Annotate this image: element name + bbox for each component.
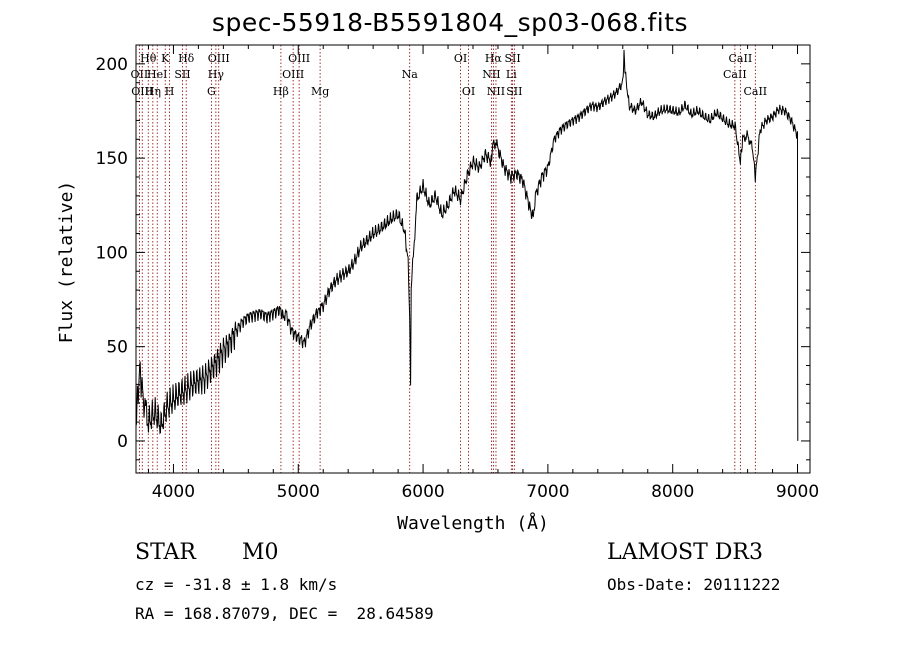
line-marker-label: H (165, 85, 175, 98)
obs-date: Obs-Date: 20111222 (607, 575, 781, 594)
y-tick-label: 100 (96, 243, 128, 263)
line-marker-label: CaII (723, 68, 747, 81)
object-subclass: M0 (242, 540, 279, 565)
line-marker-label: Hα (485, 52, 503, 65)
line-marker-label: CaII (743, 85, 767, 98)
chart-title: spec-55918-B5591804_sp03-068.fits (211, 8, 689, 37)
line-marker-label: OIII (282, 68, 304, 81)
line-marker-label: Hβ (273, 85, 289, 98)
y-tick-label: 200 (96, 55, 128, 75)
line-marker-label: Hδ (178, 52, 195, 65)
line-marker-label: OIII (208, 52, 230, 65)
line-marker-label: Hγ (208, 68, 225, 81)
line-marker-label: SII (506, 85, 522, 98)
survey-name: LAMOST DR3 (607, 540, 763, 565)
line-marker-label: OI (454, 52, 467, 65)
line-marker-label: NII (487, 85, 505, 98)
line-marker-label: OI (462, 85, 475, 98)
plot-frame (135, 44, 811, 474)
x-tick-label: 8000 (651, 482, 694, 502)
line-marker-label: OII (131, 68, 149, 81)
line-marker-label: CaII (729, 52, 753, 65)
y-tick-label: 150 (96, 149, 128, 169)
y-axis-label: Flux (relative) (56, 181, 77, 344)
line-marker-label: Li (506, 68, 517, 81)
x-tick-label: 9000 (776, 482, 819, 502)
line-marker-label: OIII (288, 52, 310, 65)
line-marker-label: HeI (147, 68, 167, 81)
redshift-cz: cz = -31.8 ± 1.8 km/s (135, 575, 338, 594)
x-tick-label: 6000 (401, 482, 444, 502)
flux-series (135, 49, 799, 441)
y-tick-label: 0 (117, 432, 128, 452)
line-marker-label: Na (402, 68, 419, 81)
line-marker-label: Hη (145, 85, 161, 98)
line-marker-label: OIII (131, 85, 153, 98)
flux-line-0 (135, 49, 799, 441)
x-tick-label: 5000 (277, 482, 320, 502)
ra-dec: RA = 168.87079, DEC = 28.64589 (135, 604, 434, 623)
line-marker-label: SII (504, 52, 520, 65)
x-tick-label: 4000 (152, 482, 195, 502)
y-tick-label: 50 (106, 338, 128, 358)
line-marker-label: Mg (311, 85, 329, 98)
object-class: STAR (135, 540, 196, 565)
line-marker-label: SII (174, 68, 190, 81)
line-marker-label: K (161, 52, 170, 65)
line-marker-label: NII (482, 68, 500, 81)
spectral-line-markers: OII OIII Hθ Hη HeI K H SII Hδ G Hγ OIII Hβ OIII OIII Mg… (131, 45, 767, 473)
axis-ticks: 4000 5000 6000 7000 8000 9000 0 50 100 150 200 (96, 45, 819, 502)
x-axis-label: Wavelength (Å) (397, 512, 549, 534)
x-tick-label: 7000 (526, 482, 569, 502)
line-marker-label: Hθ (140, 52, 157, 65)
line-marker-label: G (207, 85, 216, 98)
